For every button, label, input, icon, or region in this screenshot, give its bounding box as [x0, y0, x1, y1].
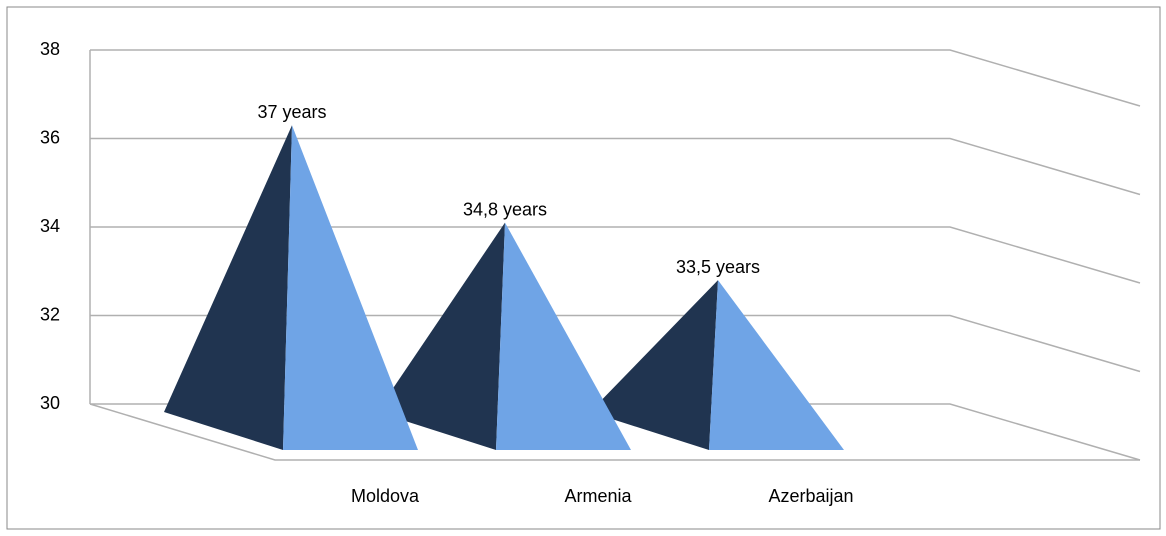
- y-tick-label: 38: [40, 39, 60, 59]
- data-label: 33,5 years: [676, 257, 760, 277]
- y-tick-label: 36: [40, 127, 60, 147]
- floor: [89, 403, 1140, 461]
- pyramid-side-face: [496, 222, 631, 450]
- y-tick-label: 34: [40, 216, 60, 236]
- pyramid-side-face: [283, 125, 418, 450]
- pyramid-front-face: [590, 280, 718, 450]
- pyramid-side-face: [709, 280, 844, 450]
- x-tick-label: Moldova: [351, 486, 420, 506]
- x-tick-label: Azerbaijan: [768, 486, 853, 506]
- grid-line: [90, 314, 1141, 373]
- chart-border: [6, 6, 1161, 530]
- data-label: 34,8 years: [463, 199, 547, 219]
- x-tick-label: Armenia: [564, 486, 632, 506]
- data-label: 37 years: [257, 102, 326, 122]
- y-tick-label: 32: [40, 304, 60, 324]
- grid-line: [90, 226, 1141, 284]
- y-tick-label: 30: [40, 393, 60, 413]
- grid-line: [90, 49, 1141, 107]
- pyramid-front-face: [377, 222, 505, 450]
- floor-edge: [89, 403, 1140, 461]
- grid-line: [90, 137, 1141, 196]
- pyramid-front-face: [164, 125, 292, 450]
